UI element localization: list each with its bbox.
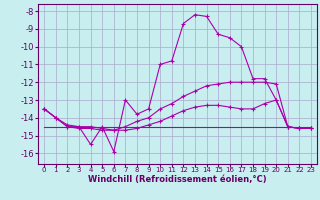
- X-axis label: Windchill (Refroidissement éolien,°C): Windchill (Refroidissement éolien,°C): [88, 175, 267, 184]
